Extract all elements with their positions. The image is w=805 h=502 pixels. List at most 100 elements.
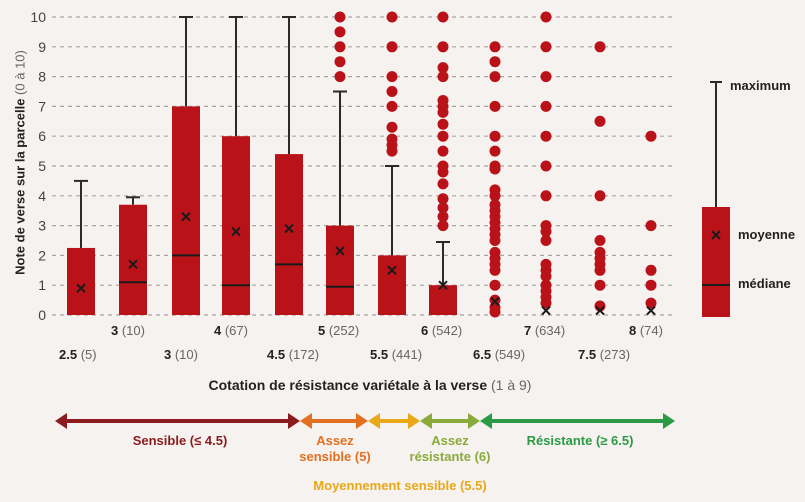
y-tick-label: 5 [38,158,46,174]
class-resistante: Résistante (≥ 6.5) [526,433,634,448]
y-axis-label: Note de verse sur la parcelle (0 à 10) [12,50,28,275]
outlier-point [437,130,449,142]
outlier-point [489,160,501,172]
class-sensible: Sensible (≤ 4.5) [132,433,228,448]
box-body [275,154,303,315]
x-tick-label: 3 (10) [111,323,145,338]
box-7 [540,11,552,316]
outlier-point [489,41,501,53]
outlier-point [489,130,501,142]
outlier-point [437,11,449,23]
mean-marker [646,305,656,316]
outlier-point [540,235,552,246]
y-tick-label: 4 [38,188,46,204]
outlier-point [489,145,501,157]
outlier-point [540,11,552,23]
outlier-point [437,145,449,157]
mean-marker [128,259,138,270]
x-tick-label: 3 (10) [164,347,198,362]
x-tick-label: 6 (542) [421,323,463,338]
outlier-point [540,130,552,142]
outlier-point [594,235,606,246]
x-tick-label: 2.5 (5) [59,347,97,362]
outlier-point [437,94,449,106]
outlier-point [540,220,552,232]
mean-marker [490,296,500,307]
outlier-point [437,178,449,190]
outlier-point [437,211,449,223]
box-body [429,285,457,315]
y-tick-label: 7 [38,98,46,114]
x-tick-label: 5.5 (441) [370,347,423,362]
mean-marker [181,211,191,222]
outlier-point [334,41,346,53]
outlier-point [437,193,449,205]
class-arrow [420,413,480,429]
outlier-point [437,220,449,232]
outlier-point [489,56,501,68]
outlier-point [437,41,449,53]
x-tick-label: 5 (252) [318,323,360,338]
box-body [222,136,250,315]
class-moyennement-sensible: Moyennement sensible (5.5) [313,478,487,493]
outlier-point [540,258,552,270]
outlier-point [489,294,501,306]
box-6.5 [489,41,501,318]
outlier-point [386,133,398,145]
y-tick-label: 1 [38,277,46,293]
box-2.5 [67,179,95,315]
outlier-point [437,202,449,214]
mean-marker [595,305,605,316]
box-4.5 [275,16,303,315]
class-arrows [55,413,675,429]
outlier-point [489,279,501,291]
x-tick-label: 7.5 (273) [578,347,631,362]
outlier-point [386,41,398,53]
outlier-point [489,246,501,258]
x-axis-label: Cotation de résistance variétale à la ve… [208,377,532,393]
outlier-point [437,118,449,130]
y-tick-label: 8 [38,69,46,85]
x-tick-label: 6.5 (549) [473,347,526,362]
outlier-point [645,220,657,232]
outlier-point [334,56,346,68]
outlier-point [540,160,552,172]
mean-marker [438,280,448,290]
y-tick-label: 6 [38,128,46,144]
y-tick-label: 3 [38,218,46,234]
outlier-point [540,71,552,83]
mean-marker [335,246,345,256]
outlier-point [645,297,657,309]
outlier-point [489,184,501,196]
outlier-point [489,100,501,112]
box-body [378,255,406,315]
y-axis-ticks: 0 1 2 3 4 5 6 7 8 9 10 [30,9,46,323]
outlier-point [334,71,346,83]
outlier-point [645,264,657,276]
outlier-point [437,71,449,83]
y-tick-label: 10 [30,9,46,25]
outlier-point [489,199,501,211]
mean-marker [541,305,551,316]
outlier-point [386,71,398,83]
outlier-point [386,100,398,112]
box-4 [222,16,250,315]
class-assez-sensible: Assez sensible (5) [299,433,371,464]
outlier-point [489,71,501,83]
outlier-point [386,121,398,133]
outlier-point [594,41,606,53]
outlier-point [594,246,606,258]
box-6 [429,11,457,315]
outlier-point [594,190,606,202]
outlier-point [540,41,552,53]
mean-marker [76,283,86,293]
box-5.5 [378,11,406,315]
legend-mediane: médiane [738,276,791,291]
legend-maximum: maximum [730,78,791,93]
box-body [172,106,200,316]
legend-moyenne: moyenne [738,227,796,242]
outlier-point [334,26,346,38]
y-tick-label: 2 [38,247,46,263]
outlier-point [386,11,398,23]
